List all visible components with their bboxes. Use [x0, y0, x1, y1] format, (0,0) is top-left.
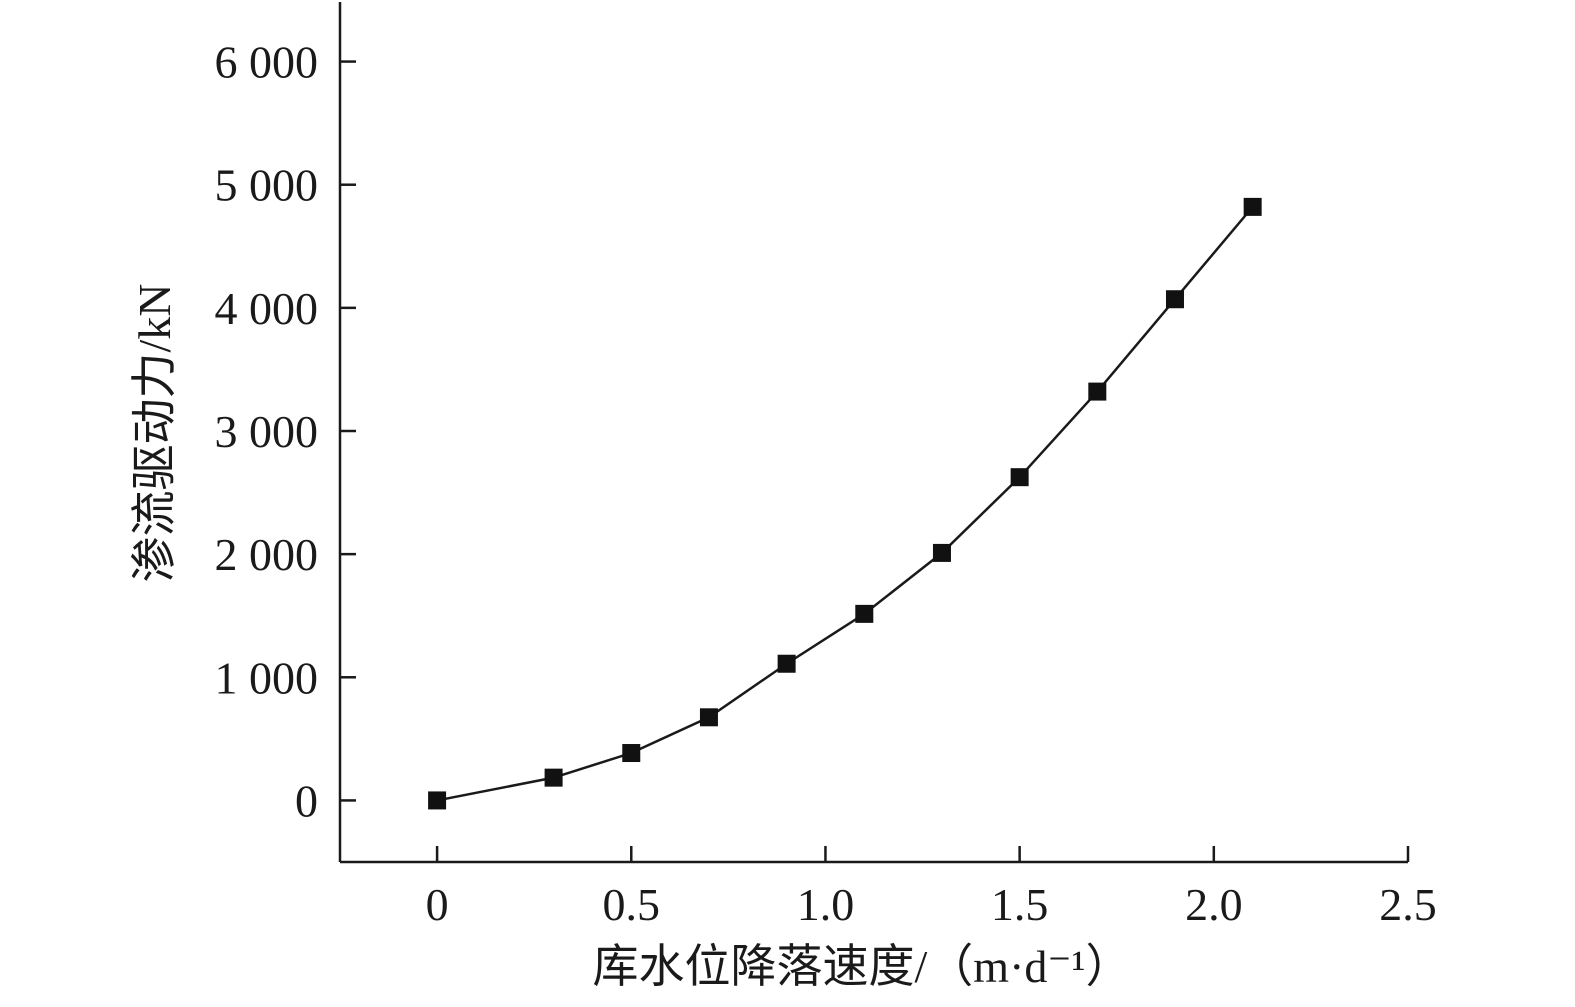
x-tick-label: 1.0 [797, 879, 855, 930]
series-layer [428, 197, 1262, 810]
x-tick-label: 0.5 [603, 879, 661, 930]
data-point-marker [622, 744, 641, 763]
y-tick-label: 3 000 [215, 406, 319, 457]
x-tick-label: 0 [426, 879, 449, 930]
x-tick-label: 2.0 [1185, 879, 1243, 930]
data-point-marker [1088, 382, 1107, 401]
y-tick-label: 6 000 [215, 37, 319, 88]
data-point-marker [855, 604, 874, 623]
data-point-marker [428, 791, 447, 810]
y-tick-label: 2 000 [215, 529, 319, 580]
x-axis-label: 库水位降落速度/（m·d⁻¹） [593, 941, 1132, 992]
data-point-marker [1243, 197, 1262, 216]
series-line [436, 206, 1254, 802]
y-axis-label: 渗流驱动力/kN [129, 284, 180, 583]
x-tick-label: 1.5 [991, 879, 1049, 930]
data-point-marker [544, 768, 563, 787]
data-point-marker [777, 654, 796, 673]
data-point-marker [1010, 468, 1029, 487]
data-point-marker [932, 543, 951, 562]
data-point-marker [1165, 290, 1184, 309]
y-tick-label: 1 000 [215, 652, 319, 703]
y-tick-label: 4 000 [215, 283, 319, 334]
y-tick-label: 0 [295, 775, 318, 826]
y-tick-label: 5 000 [215, 160, 319, 211]
x-tick-label: 2.5 [1379, 879, 1437, 930]
data-point-marker [699, 708, 718, 727]
axes: 0 1 000 2 000 3 000 4 000 5 000 6 000 0 0.5 1.0 1.… [215, 2, 1437, 930]
